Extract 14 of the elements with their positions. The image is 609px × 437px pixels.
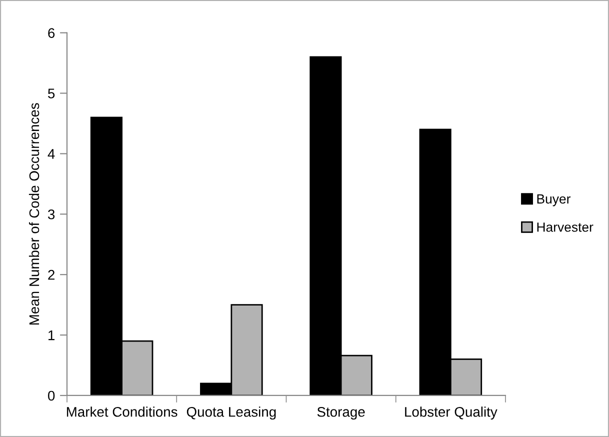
y-tick-label: 5: [48, 88, 55, 98]
y-tick-label: 6: [48, 28, 55, 38]
y-tick-label: 1: [48, 330, 55, 340]
y-tick-label: 4: [48, 149, 55, 159]
legend-label: Buyer: [537, 194, 570, 206]
x-tick-label: Market Conditions: [66, 406, 178, 417]
y-tick-label: 3: [48, 209, 55, 220]
y-tick-label: 0: [48, 390, 55, 401]
y-axis-title: Mean Number of Code Occurrences: [28, 103, 40, 325]
y-tick-label: 2: [48, 270, 54, 280]
x-tick-label: Quota Leasing: [186, 406, 276, 420]
legend-label: Harvester: [537, 222, 594, 232]
x-tick-label: Lobster Quality: [405, 406, 498, 420]
x-tick-label: Storage: [317, 406, 365, 420]
